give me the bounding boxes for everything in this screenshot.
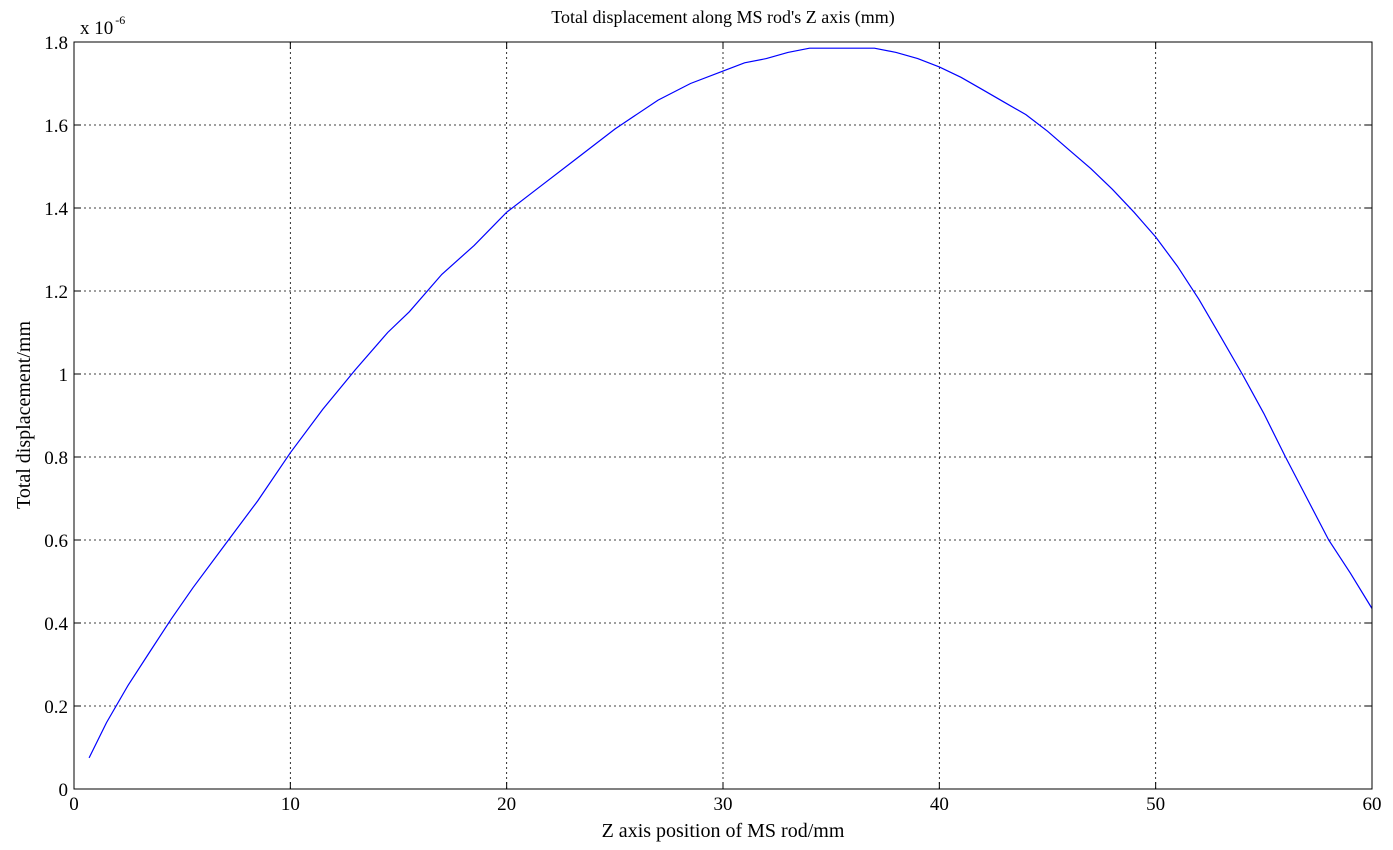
y-exponent-power: -6 [115, 13, 125, 27]
y-tick-label: 1.8 [44, 33, 68, 54]
tick-marks [73, 41, 1373, 790]
y-axis-exponent: x 10 -6 [80, 13, 125, 39]
y-tick-label: 0 [59, 780, 69, 801]
x-axis-label: Z axis position of MS rod/mm [602, 820, 845, 842]
y-tick-label: 0.2 [44, 697, 68, 718]
tick-labels: 0 10 20 30 40 50 60 0 0.2 0.4 0.6 0.8 1 1.2 1.4 1.6 1.8 [44, 33, 1381, 815]
x-tick-label: 50 [1146, 794, 1165, 815]
y-tick-label: 1.2 [44, 282, 68, 303]
chart-title: Total displacement along MS rod's Z axis… [551, 7, 894, 28]
y-tick-label: 1.4 [44, 199, 68, 220]
grid [74, 42, 1372, 789]
y-tick-label: 1.6 [44, 116, 68, 137]
x-tick-label: 20 [497, 794, 516, 815]
y-tick-label: 0.6 [44, 531, 68, 552]
x-tick-label: 40 [930, 794, 949, 815]
x-tick-label: 60 [1363, 794, 1382, 815]
y-axis-label: Total displacement/mm [13, 321, 35, 509]
y-exponent-base: x 10 [80, 18, 113, 39]
y-tick-label: 0.4 [44, 614, 68, 635]
x-tick-label: 30 [714, 794, 733, 815]
plot-area [74, 42, 1372, 789]
data-line-series [88, 47, 1373, 759]
x-tick-label: 0 [69, 794, 79, 815]
x-tick-label: 10 [281, 794, 300, 815]
y-tick-label: 1 [59, 365, 69, 386]
y-tick-label: 0.8 [44, 448, 68, 469]
